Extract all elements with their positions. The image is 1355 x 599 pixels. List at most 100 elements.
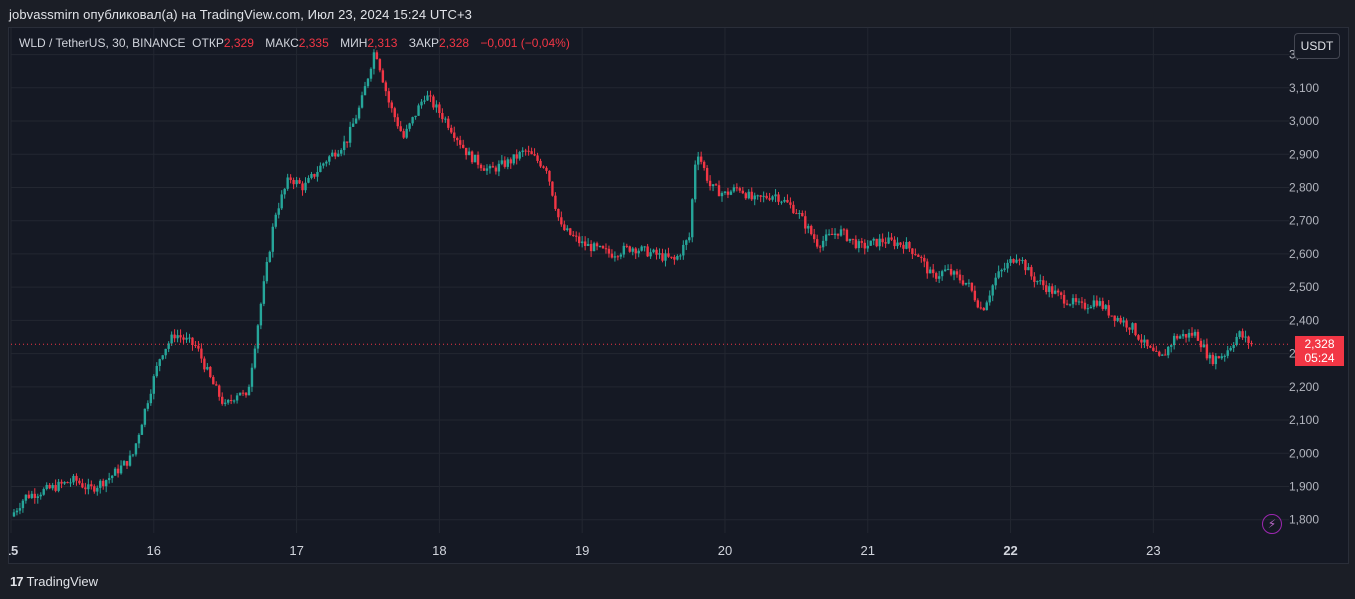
candle-body	[259, 303, 263, 326]
candle-body	[405, 128, 408, 138]
tradingview-logo-icon: 17	[10, 574, 24, 589]
candle-body	[57, 481, 60, 491]
candle-body	[628, 246, 631, 252]
candle-body	[438, 104, 441, 114]
candle-body	[688, 237, 691, 241]
candle-body	[914, 254, 917, 256]
candle-body	[1184, 334, 1188, 338]
candle-body	[453, 132, 456, 138]
candle-body	[244, 392, 248, 396]
candle-body	[375, 52, 379, 60]
candle-body	[491, 166, 495, 168]
candle-body	[218, 385, 221, 397]
candle-body	[783, 199, 786, 202]
candle-body	[1101, 301, 1104, 309]
candle-body	[610, 253, 614, 258]
candle-body	[958, 274, 962, 281]
candle-body	[432, 96, 435, 108]
candle-body	[937, 276, 941, 279]
candle-body	[27, 494, 31, 498]
candle-body	[949, 268, 953, 275]
symbol-name[interactable]: WLD / TetherUS, 30, BINANCE	[19, 36, 186, 50]
candle-body	[777, 194, 780, 202]
candle-body	[116, 468, 120, 474]
candle-body	[384, 82, 388, 92]
candle-body	[170, 334, 173, 344]
candle-body	[51, 485, 54, 489]
candle-body	[33, 493, 36, 498]
candle-body	[1006, 262, 1009, 269]
candle-body	[48, 484, 51, 489]
candle-body	[1149, 346, 1152, 348]
candle-body	[679, 255, 682, 257]
y-tick-label: 1,800	[1289, 513, 1319, 527]
candle-body	[771, 196, 774, 200]
candle-body	[161, 355, 164, 360]
bolt-icon[interactable]: ⚡	[1262, 514, 1282, 534]
candle-body	[390, 102, 393, 109]
candle-body	[991, 285, 994, 296]
candle-body	[96, 487, 99, 492]
candle-body	[1172, 335, 1176, 346]
candle-body	[134, 443, 138, 455]
candle-body	[426, 95, 429, 101]
candle-body	[530, 151, 533, 155]
candle-body	[99, 480, 102, 488]
candle-body	[896, 242, 899, 247]
candle-body	[1042, 280, 1045, 286]
candle-body	[461, 144, 465, 148]
candle-body	[408, 123, 411, 129]
candle-body	[1181, 334, 1185, 337]
candle-body	[1235, 336, 1238, 345]
candle-body	[911, 248, 914, 255]
candle-body	[884, 242, 887, 244]
candle-body	[295, 180, 298, 185]
candle-body	[694, 164, 697, 200]
low-label: МИН	[340, 36, 368, 50]
x-tick-label: 19	[575, 543, 589, 558]
candle-body	[1033, 276, 1036, 282]
candle-body	[1164, 354, 1167, 356]
candle-body	[575, 235, 578, 237]
candle-body	[685, 240, 688, 245]
candle-body	[1000, 269, 1003, 272]
candle-body	[494, 167, 498, 172]
candle-body	[119, 465, 123, 474]
candle-body	[1104, 305, 1107, 309]
chart-panel[interactable]: 1,8001,9002,0002,1002,2002,3002,4002,500…	[8, 27, 1349, 564]
candle-body	[994, 277, 997, 286]
candle-body	[277, 208, 280, 215]
candle-body	[206, 366, 209, 370]
candle-body	[87, 484, 90, 490]
candle-body	[604, 248, 608, 250]
candle-body	[268, 251, 272, 262]
candle-body	[45, 484, 48, 490]
candle-body	[185, 337, 188, 340]
candle-body	[795, 213, 798, 215]
candle-body	[1208, 354, 1212, 359]
candle-body	[673, 256, 676, 260]
candle-body	[848, 238, 852, 241]
candlestick-chart[interactable]: 1,8001,9002,0002,1002,2002,3002,4002,500…	[9, 28, 1348, 563]
candle-body	[780, 201, 783, 203]
high-label: МАКС	[265, 36, 299, 50]
candle-body	[1092, 300, 1096, 307]
currency-button[interactable]: USDT	[1294, 33, 1340, 59]
tradingview-logo-text: TradingView	[26, 574, 99, 589]
candle-body	[542, 166, 545, 168]
candle-body	[221, 396, 224, 404]
tradingview-logo[interactable]: 17 TradingView	[10, 574, 98, 589]
candle-body	[1128, 327, 1131, 330]
candle-body	[652, 249, 655, 253]
candle-body	[1190, 332, 1194, 336]
candle-body	[970, 282, 974, 291]
candle-body	[601, 246, 605, 249]
candle-body	[357, 107, 361, 119]
candle-body	[485, 168, 489, 171]
candle-body	[810, 225, 813, 235]
candle-body	[366, 78, 370, 87]
candle-body	[328, 156, 331, 162]
candle-body	[646, 246, 649, 257]
candle-body	[1169, 345, 1173, 347]
candle-body	[12, 512, 16, 517]
